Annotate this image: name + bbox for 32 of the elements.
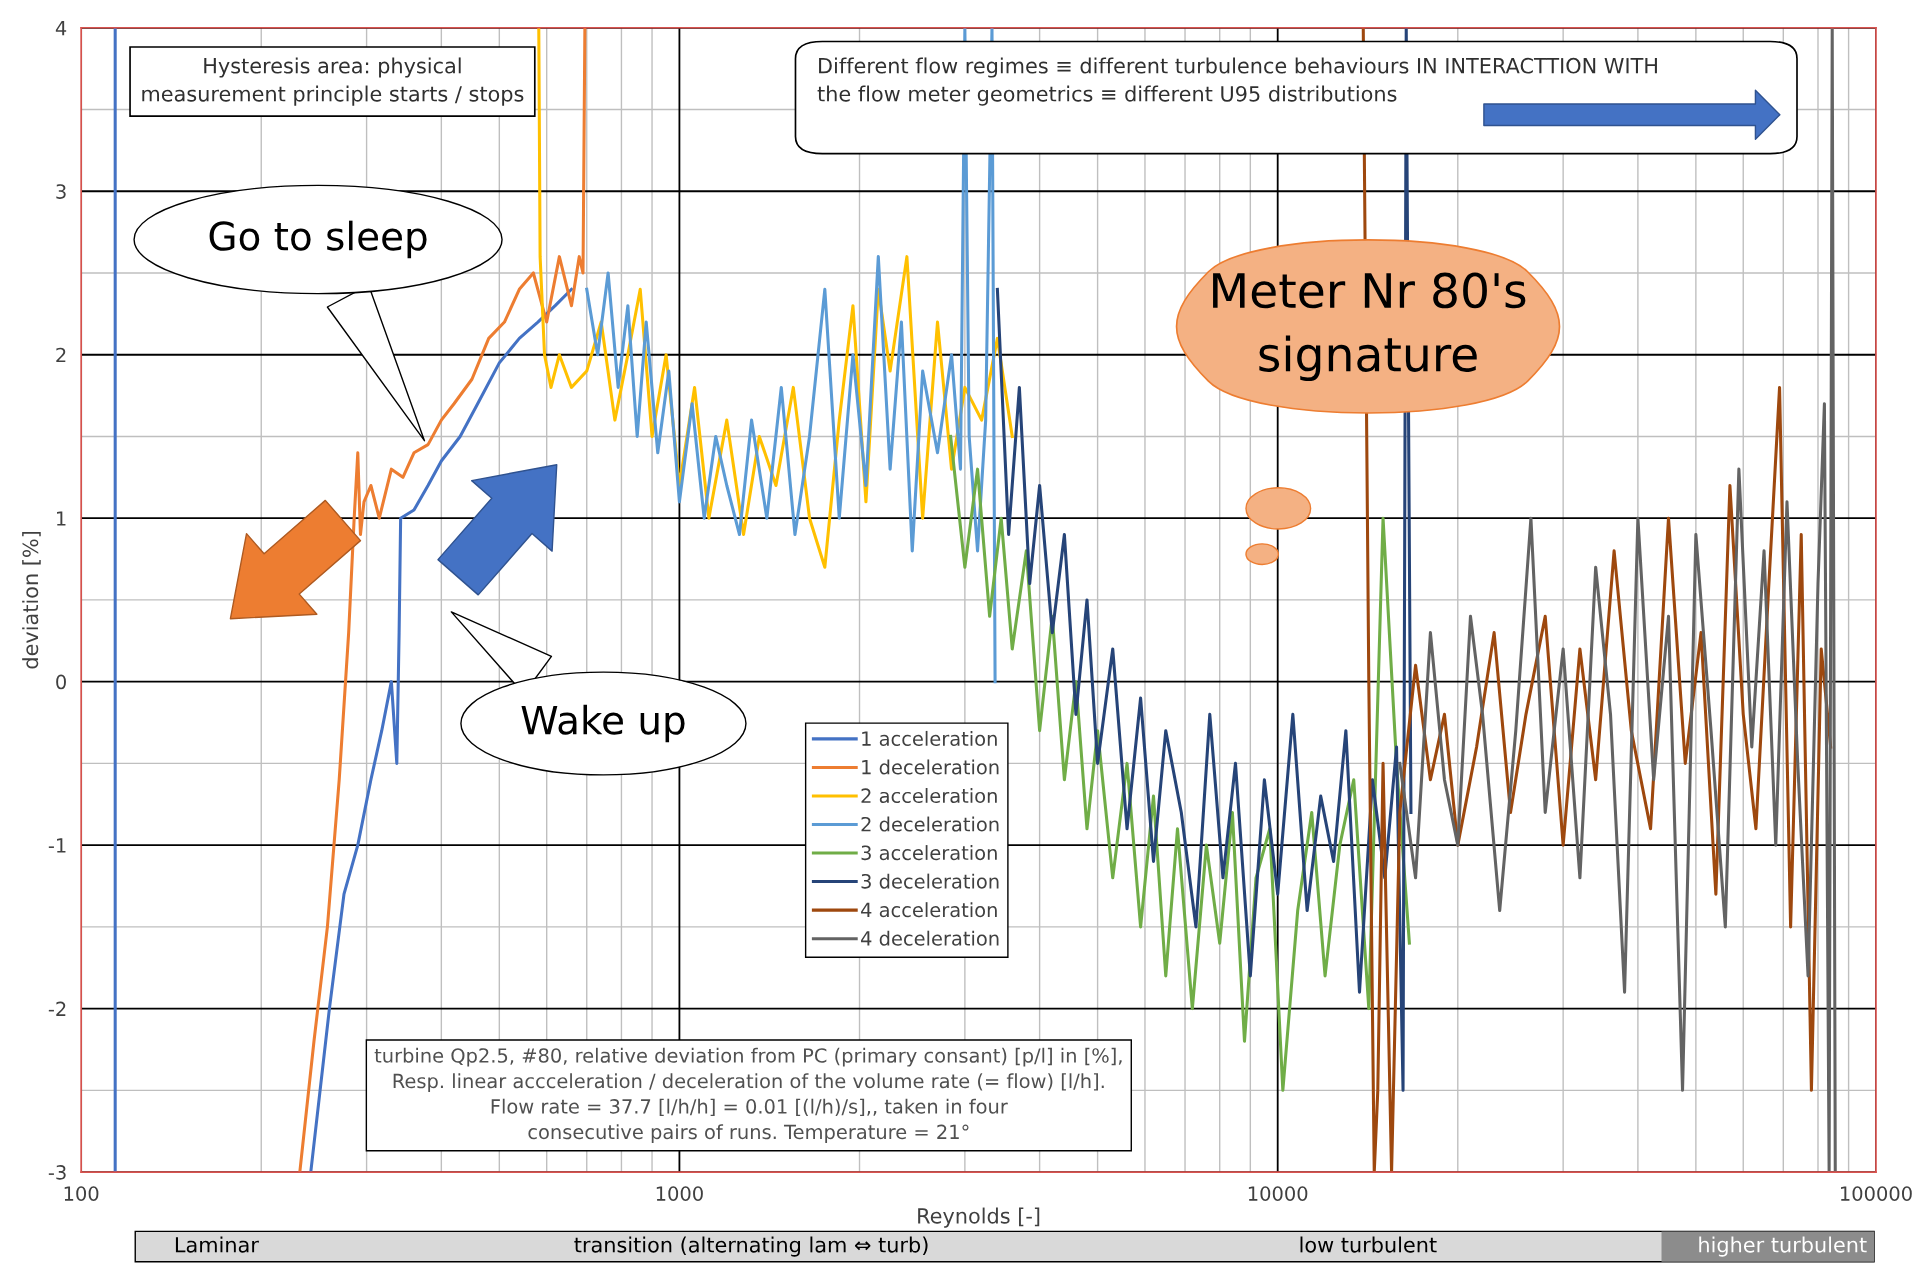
legend-label: 2 acceleration — [861, 788, 997, 804]
text: transition (alternating lam ⇔ turb) — [574, 1236, 928, 1257]
annotation: Meter Nr 80's signature — [1213, 272, 1526, 382]
legend-label: 3 deceleration — [861, 873, 999, 889]
legend-label: 1 deceleration — [862, 759, 999, 775]
x-tick-label: 10000 — [1248, 1186, 1308, 1201]
annotation: turbine Qp2.5, #80, relative deviation from PC (primary consant) [p/l] in [%], Resp. linear accceleration / deceleration of the volume rate (= flow) [l/h]. Flow rate = 37.7 [l/h/h] = 0.01 [(l/h)/s],, taken in four consecutive pairs of runs. Temperature = 21° — [374, 1047, 1122, 1144]
y-tick-label: -2 — [48, 1001, 66, 1016]
legend-label: 1 acceleration — [862, 730, 997, 746]
legend-label: 2 deceleration — [861, 816, 999, 832]
annotation: Go to sleep — [209, 220, 427, 259]
x-tick-label: 1000 — [656, 1186, 703, 1201]
x-tick-label: 100000 — [1840, 1186, 1912, 1201]
x-axis-title: Reynolds [-] — [918, 1207, 1040, 1228]
text: higher turbulent — [1699, 1236, 1867, 1257]
y-tick-label: 3 — [56, 184, 66, 199]
annotation: Wake up — [521, 704, 685, 743]
legend-label: 4 deceleration — [861, 930, 999, 946]
annotation: Different flow regimes ≡ different turbulence behaviours IN INTERACTTION WITH the flow meter geometrics ≡ different U95 distributions — [817, 57, 1657, 106]
text: low turbulent — [1300, 1236, 1437, 1253]
annotation: Hysteresis area: physical measurement principle starts / stops — [142, 57, 524, 106]
y-tick-label: 4 — [55, 21, 67, 36]
y-axis-title: deviation [%] — [22, 531, 41, 669]
y-tick-label: -1 — [48, 838, 66, 853]
y-tick-label: -3 — [48, 1165, 66, 1180]
y-tick-label: 1 — [57, 511, 66, 526]
text: Laminar — [175, 1236, 259, 1253]
legend-label: 4 acceleration — [861, 902, 997, 918]
legend-label: 3 acceleration — [861, 845, 997, 861]
y-tick-label: 0 — [56, 674, 66, 690]
y-tick-label: 2 — [56, 347, 66, 363]
x-tick-label: 100 — [64, 1186, 99, 1201]
